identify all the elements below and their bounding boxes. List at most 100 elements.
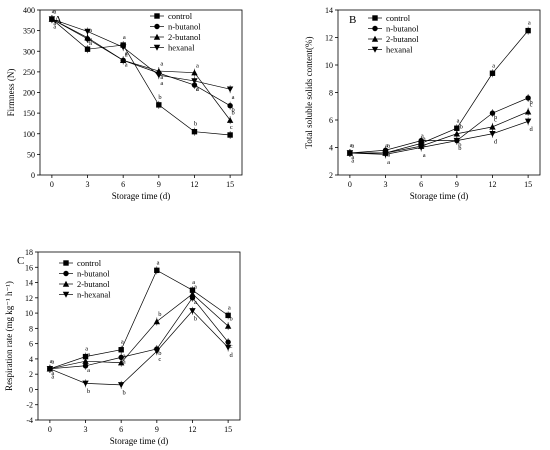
y-tick-label: 2 xyxy=(329,171,333,180)
significance-label: a xyxy=(87,351,90,358)
x-tick-label: 12 xyxy=(190,180,198,189)
x-axis-label: Storage time (d) xyxy=(110,436,168,446)
y-tick-label: 8 xyxy=(29,324,33,333)
y-tick-label: 50 xyxy=(27,150,35,159)
significance-label: b xyxy=(231,110,234,117)
data-point xyxy=(225,312,231,319)
significance-label: a xyxy=(160,80,163,87)
significance-label: a xyxy=(423,152,426,159)
data-point xyxy=(153,348,161,355)
legend-marker xyxy=(153,44,161,51)
significance-label: a xyxy=(232,94,235,101)
series-line xyxy=(49,269,229,370)
data-point xyxy=(84,34,91,41)
x-tick-label: 0 xyxy=(348,180,352,189)
data-point xyxy=(226,86,234,93)
significance-label: a xyxy=(387,151,390,158)
data-point xyxy=(82,353,89,360)
significance-label: a xyxy=(121,339,124,346)
data-point xyxy=(191,69,198,76)
significance-label: b xyxy=(229,316,232,323)
significance-label: c xyxy=(230,124,233,131)
data-point xyxy=(225,339,231,345)
data-point xyxy=(119,57,127,64)
panel-letter: A xyxy=(54,14,62,26)
y-tick-label: 8 xyxy=(329,89,333,98)
data-point xyxy=(117,359,125,366)
x-tick-label: 0 xyxy=(48,425,52,434)
data-point xyxy=(155,67,163,74)
significance-label: a xyxy=(53,24,56,31)
significance-label: a xyxy=(457,117,460,124)
data-point xyxy=(191,128,198,135)
data-point xyxy=(453,137,461,144)
significance-label: a xyxy=(351,143,354,150)
data-point xyxy=(82,363,89,369)
data-point xyxy=(82,358,89,364)
data-point xyxy=(224,322,232,329)
data-point xyxy=(118,354,124,361)
data-point xyxy=(224,344,232,351)
series-line xyxy=(349,97,529,154)
significance-label: a xyxy=(51,373,54,380)
data-point xyxy=(382,151,389,158)
series-line xyxy=(51,18,231,107)
significance-label: b xyxy=(123,389,126,396)
significance-label: d xyxy=(229,352,233,359)
panel-c: -4 -2 0 2 4 6 8 10 12 14 16 18 0 3 6 9 12 15 Storage time … xyxy=(4,248,241,446)
series-line xyxy=(51,18,231,136)
significance-label: a xyxy=(125,52,128,59)
y-tick-label: 6 xyxy=(329,116,333,125)
data-point xyxy=(489,110,496,116)
data-point xyxy=(524,118,532,125)
significance-label: a xyxy=(385,142,388,149)
data-point xyxy=(84,28,91,35)
x-tick-label: 9 xyxy=(155,425,159,434)
x-tick-label: 6 xyxy=(419,180,423,189)
legend-label: 2-butanol xyxy=(77,279,110,289)
y-axis-label: Firmness (N) xyxy=(6,69,16,117)
x-tick-label: 3 xyxy=(384,180,388,189)
x-tick-label: 15 xyxy=(224,425,232,434)
legend-marker xyxy=(372,15,378,21)
significance-label: a xyxy=(387,143,390,150)
y-tick-label: 6 xyxy=(29,340,33,349)
significance-label: b xyxy=(158,311,161,318)
panel-letter: C xyxy=(17,255,24,267)
significance-label: a xyxy=(50,358,53,365)
data-point xyxy=(156,102,162,108)
x-tick-label: 15 xyxy=(226,180,234,189)
significance-label: a xyxy=(160,61,163,68)
data-point xyxy=(454,125,460,131)
panel-b: 2 4 6 8 10 12 14 0 3 6 9 12 15 Storage time (d) Total … xyxy=(304,6,541,201)
y-tick-label: 0 xyxy=(29,385,33,394)
x-axis-label: Storage time (d) xyxy=(410,191,468,201)
significance-label: b xyxy=(194,121,197,128)
significance-label: a xyxy=(89,40,92,47)
significance-label: a xyxy=(351,154,354,161)
series-line xyxy=(49,293,229,370)
legend-label: hexanal xyxy=(168,43,195,53)
x-axis-label: Storage time (d) xyxy=(112,191,170,201)
panel-letter: B xyxy=(349,14,356,26)
data-point xyxy=(227,103,233,109)
data-point xyxy=(524,108,532,115)
legend-marker xyxy=(153,33,161,40)
significance-label: a xyxy=(89,27,92,34)
legend-label: n-butanol xyxy=(77,269,110,279)
data-point xyxy=(155,72,163,79)
data-point xyxy=(525,95,531,101)
significance-label: a xyxy=(350,142,353,149)
y-tick-label: 400 xyxy=(23,6,35,15)
significance-label: c xyxy=(158,356,161,363)
legend-label: control xyxy=(168,11,193,21)
significance-label: a xyxy=(196,86,199,93)
y-tick-label: 12 xyxy=(325,34,333,43)
data-point xyxy=(489,70,496,76)
data-point xyxy=(418,137,424,144)
y-tick-label: 10 xyxy=(25,309,33,318)
significance-label: b xyxy=(231,107,234,114)
data-point xyxy=(82,380,89,387)
y-tick-label: 350 xyxy=(23,27,35,36)
y-tick-label: 12 xyxy=(25,294,33,303)
